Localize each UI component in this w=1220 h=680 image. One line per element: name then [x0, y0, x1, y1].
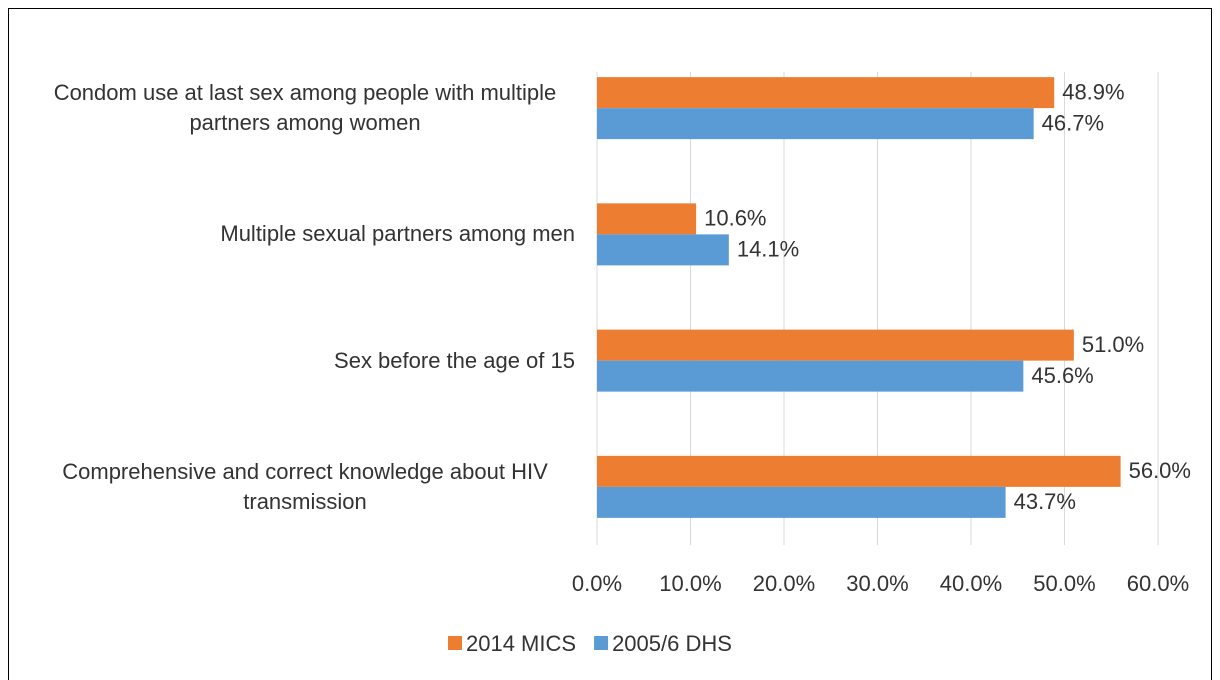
category-text: Comprehensive and correct knowledge abou… [62, 458, 548, 514]
value-label: 48.9% [1062, 79, 1124, 104]
category-text: Multiple sexual partners among men [220, 221, 575, 247]
category-text: Sex before the age of 15 [334, 347, 575, 373]
x-tick-label: 0.0% [572, 571, 622, 596]
value-label: 10.6% [704, 206, 766, 231]
value-label: 43.7% [1014, 489, 1076, 514]
category-label: Comprehensive and correct knowledge abou… [10, 457, 575, 517]
chart-border [8, 8, 1212, 680]
legend-swatch [594, 636, 609, 650]
legend-label: 2005/6 DHS [612, 631, 732, 656]
x-tick-label: 10.0% [659, 571, 721, 596]
bar [597, 486, 1006, 518]
x-tick-label: 30.0% [846, 571, 908, 596]
x-tick-label: 20.0% [753, 571, 815, 596]
value-label: 14.1% [737, 237, 799, 262]
category-text: Condom use at last sex among people with… [53, 80, 557, 136]
bar [597, 455, 1121, 487]
legend-label: 2014 MICS [466, 631, 576, 656]
value-label: 51.0% [1082, 332, 1144, 357]
bar [597, 77, 1055, 109]
category-label: Multiple sexual partners among men [10, 219, 575, 249]
bar [597, 203, 697, 235]
bar [597, 234, 729, 266]
value-label: 56.0% [1129, 458, 1191, 483]
category-label: Condom use at last sex among people with… [10, 78, 575, 138]
category-label: Sex before the age of 15 [10, 346, 575, 376]
value-label: 45.6% [1031, 363, 1093, 388]
x-tick-label: 60.0% [1127, 571, 1189, 596]
x-tick-label: 40.0% [940, 571, 1002, 596]
value-label: 46.7% [1042, 110, 1104, 135]
x-tick-label: 50.0% [1033, 571, 1095, 596]
bar [597, 360, 1024, 392]
bar [597, 108, 1034, 140]
legend-swatch [448, 636, 462, 650]
bar [597, 329, 1074, 361]
